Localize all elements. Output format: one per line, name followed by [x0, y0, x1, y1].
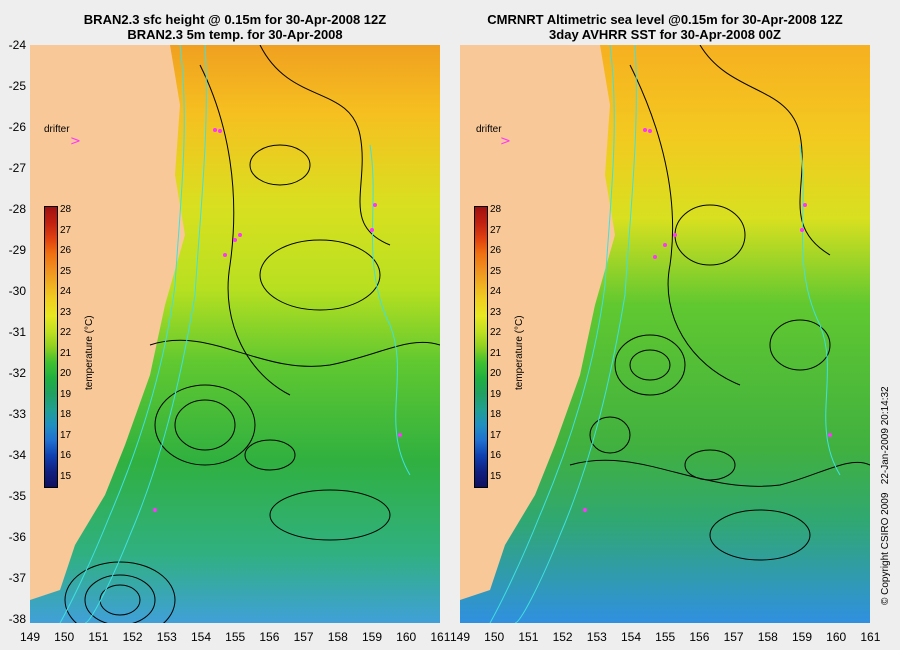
lat-label: -38 — [8, 612, 26, 626]
colorbar-label: temperature (°C) — [514, 315, 525, 390]
lat-label: -34 — [8, 448, 26, 462]
lon-label: 161 — [860, 630, 881, 644]
lon-label: 161 — [430, 630, 451, 644]
lon-label: 153 — [586, 630, 607, 644]
lon-label: 156 — [259, 630, 280, 644]
lon-label: 156 — [689, 630, 710, 644]
lon-label: 150 — [484, 630, 505, 644]
lon-label: 157 — [723, 630, 744, 644]
drifter-tracks — [583, 128, 832, 512]
colorbar-tick: 24 — [490, 286, 502, 297]
lat-label: -26 — [8, 120, 26, 134]
right-map-panel: > — [460, 45, 870, 623]
left-title-line1: BRAN2.3 sfc height @ 0.15m for 30-Apr-20… — [83, 12, 387, 27]
lat-label: -32 — [8, 366, 26, 380]
lon-label: 149 — [449, 630, 471, 644]
colorbar — [44, 206, 58, 488]
colorbar-tick: 21 — [490, 347, 502, 359]
land-mass — [460, 45, 615, 600]
colorbar-tick: 27 — [60, 224, 72, 236]
colorbar-tick: 25 — [60, 265, 72, 277]
colorbar-tick: 22 — [60, 327, 72, 338]
colorbar-tick: 18 — [60, 409, 72, 420]
ssh-contours — [569, 45, 870, 561]
lat-label: -25 — [8, 79, 26, 93]
lon-label: 155 — [225, 630, 246, 644]
colorbar-tick: 26 — [490, 245, 502, 256]
lon-label: 154 — [190, 630, 212, 644]
lon-label: 158 — [327, 630, 348, 644]
lat-label: -36 — [8, 530, 26, 544]
colorbar-tick: 17 — [60, 429, 72, 441]
colorbar-tick: 20 — [490, 368, 502, 379]
colorbar-label: temperature (°C) — [84, 315, 95, 390]
lat-label: -28 — [8, 202, 26, 216]
lon-label: 151 — [518, 630, 539, 644]
colorbar-tick: 15 — [60, 470, 72, 482]
lat-label: -29 — [8, 243, 26, 257]
lon-label: 159 — [791, 630, 813, 644]
drifter-label-right: drifter — [476, 124, 502, 135]
land-mass — [30, 45, 185, 600]
left-title-line2: BRAN2.3 5m temp. for 30-Apr-2008 — [127, 27, 343, 42]
drifter-tracks — [153, 128, 402, 512]
colorbar-tick: 16 — [60, 450, 72, 461]
drifter-legend-arrow: > — [70, 134, 81, 149]
colorbar-tick: 15 — [490, 470, 502, 482]
lon-label: 154 — [620, 630, 642, 644]
bathymetry-contours — [489, 45, 841, 623]
colorbar — [474, 206, 488, 488]
lon-label: 153 — [156, 630, 177, 644]
right-title: CMRNRT Altimetric sea level @0.15m for 3… — [450, 12, 880, 42]
copyright-stamp: © Copyright CSIRO 2009 22-Jan-2009 20:14… — [880, 386, 891, 605]
lon-label: 152 — [552, 630, 573, 644]
right-title-line1: CMRNRT Altimetric sea level @0.15m for 3… — [487, 12, 843, 27]
lon-label: 149 — [19, 630, 41, 644]
colorbar-tick: 20 — [60, 368, 72, 379]
colorbar-tick: 19 — [490, 388, 502, 400]
lat-label: -27 — [8, 161, 26, 175]
drifter-label-left: drifter — [44, 124, 70, 135]
colorbar-tick: 28 — [490, 204, 502, 215]
colorbar-tick: 24 — [60, 286, 72, 297]
colorbar-tick: 26 — [60, 245, 72, 256]
lat-label: -37 — [8, 571, 26, 585]
left-map-panel: > — [30, 45, 440, 623]
lon-label: 150 — [54, 630, 75, 644]
colorbar-tick: 19 — [60, 388, 72, 400]
colorbar-tick: 18 — [490, 409, 502, 420]
colorbar-tick: 22 — [490, 327, 502, 338]
lon-label: 160 — [826, 630, 847, 644]
lon-label: 158 — [757, 630, 778, 644]
right-title-line2: 3day AVHRR SST for 30-Apr-2008 00Z — [549, 27, 781, 42]
lon-label: 157 — [293, 630, 314, 644]
lon-label: 155 — [655, 630, 676, 644]
ssh-contours — [64, 45, 440, 623]
colorbar-tick: 23 — [490, 306, 502, 318]
colorbar-tick: 23 — [60, 306, 72, 318]
bathymetry-contours — [59, 45, 411, 623]
lat-label: -35 — [8, 489, 26, 503]
lat-label: -30 — [8, 284, 26, 298]
drifter-legend-arrow: > — [500, 134, 511, 149]
lon-label: 160 — [396, 630, 417, 644]
lat-label: -24 — [8, 38, 26, 52]
colorbar-tick: 25 — [490, 265, 502, 277]
colorbar-tick: 27 — [490, 224, 502, 236]
lat-label: -31 — [8, 325, 26, 339]
lon-label: 159 — [361, 630, 383, 644]
lat-label: -33 — [8, 407, 26, 421]
colorbar-tick: 21 — [60, 347, 72, 359]
lon-label: 151 — [88, 630, 109, 644]
left-title: BRAN2.3 sfc height @ 0.15m for 30-Apr-20… — [20, 12, 450, 42]
lon-label: 152 — [122, 630, 143, 644]
colorbar-tick: 17 — [490, 429, 502, 441]
colorbar-tick: 16 — [490, 450, 502, 461]
colorbar-tick: 28 — [60, 204, 72, 215]
